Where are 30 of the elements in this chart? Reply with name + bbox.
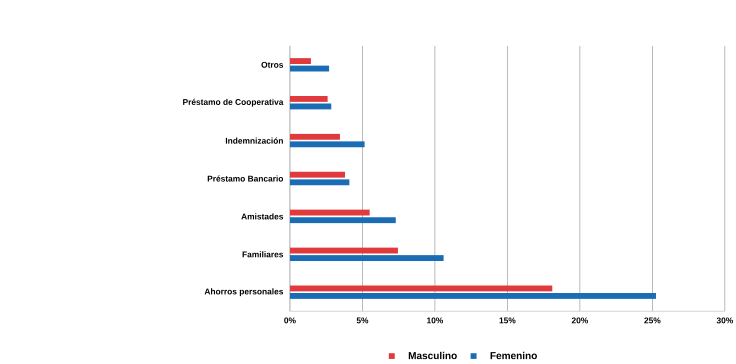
x-tick-label: 25%	[644, 318, 661, 324]
bar	[290, 172, 346, 178]
bar	[290, 104, 332, 110]
y-tick-label: Otros	[261, 62, 284, 68]
bar	[290, 179, 350, 186]
bar	[290, 142, 365, 148]
x-tick-label: 0%	[284, 318, 296, 324]
legend-label: Masculino	[408, 352, 457, 360]
bar	[290, 255, 444, 262]
bar	[290, 248, 398, 254]
x-tick-label: 5%	[356, 318, 368, 324]
x-tick-label: 20%	[572, 318, 588, 324]
bar	[290, 217, 396, 224]
bar	[290, 58, 311, 64]
x-tick-label: 30%	[716, 318, 733, 324]
bar	[290, 293, 656, 300]
bar	[290, 134, 340, 140]
y-tick-label: Indemnización	[226, 138, 283, 144]
bar	[290, 66, 330, 72]
x-tick-label: 10%	[427, 318, 444, 324]
bar	[290, 286, 552, 292]
bar	[290, 210, 370, 216]
y-tick-label: Préstamo Bancario	[208, 176, 284, 182]
y-tick-label: Familiares	[242, 251, 284, 258]
y-tick-label: Préstamo de Cooperativa	[183, 98, 284, 107]
y-tick-label: Ahorros personales	[204, 288, 284, 296]
y-tick-label: Amistades	[241, 213, 284, 220]
x-tick-label: 15%	[500, 318, 516, 324]
bar	[290, 96, 328, 102]
legend-label: Femenino	[490, 352, 537, 360]
